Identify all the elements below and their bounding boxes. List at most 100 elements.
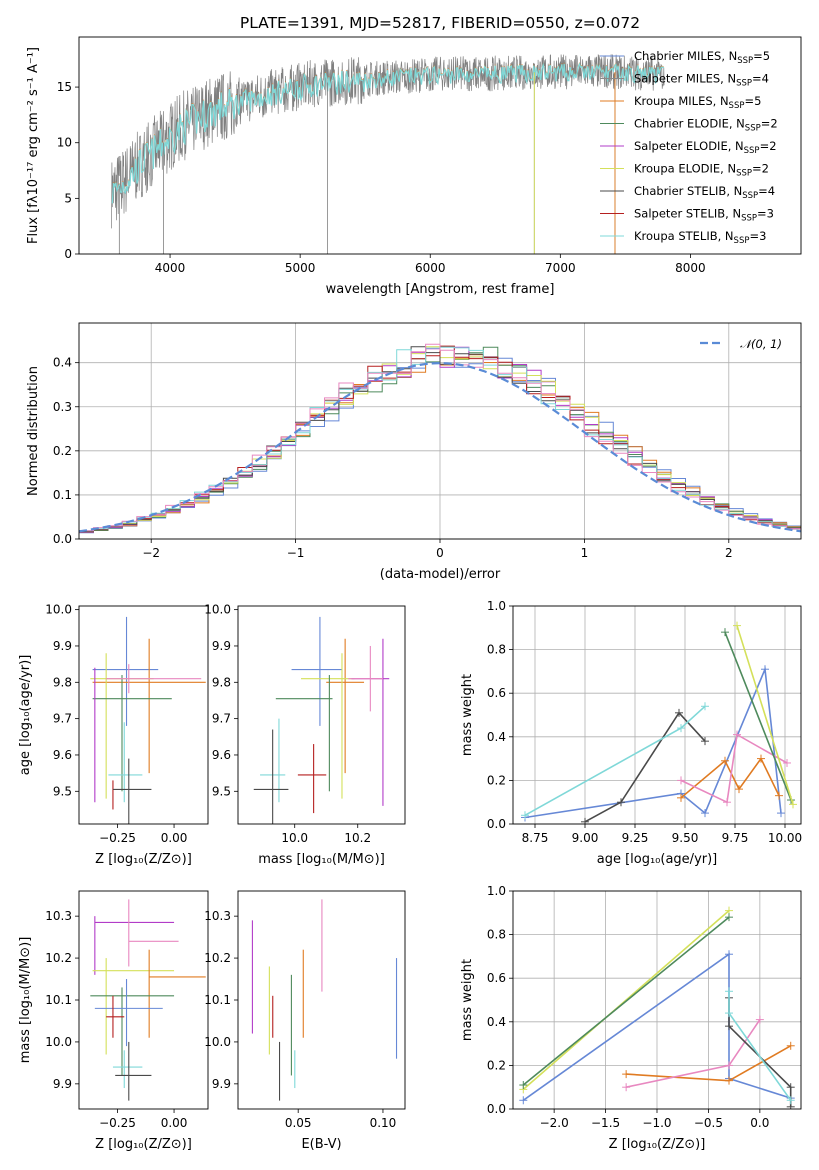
y-tick-label: 10.0: [204, 603, 231, 617]
panel-0: 4000 5000 6000 7000 8000 0 5 10 15 wavelength [An…: [26, 36, 802, 297]
legend-entry: Kroupa ELODIE, NSSP=2: [634, 162, 769, 179]
y-tick-label: 10.0: [45, 603, 72, 617]
x-tick-label: 4000: [155, 261, 186, 275]
histogram-step-salpeter-stelib: [79, 345, 801, 532]
x-tick-label: 10.0: [281, 831, 308, 845]
y-tick-label: 10.3: [204, 909, 231, 923]
y-tick-label: 0.2: [53, 444, 72, 458]
y-tick-label: 10: [57, 136, 72, 150]
x-tick-label: 5000: [285, 261, 316, 275]
axes-frame: [78, 36, 802, 255]
y-tick-label: 10.2: [45, 951, 72, 965]
y-tick-label: 9.7: [53, 712, 72, 726]
series-line: [524, 705, 706, 816]
y-axis-label: mass weight: [460, 674, 475, 756]
x-axis-label: wavelength [Angstrom, rest frame]: [326, 282, 555, 297]
x-tick-label: 0: [436, 546, 444, 560]
series-line: [584, 711, 706, 823]
y-tick-label: 0.8: [487, 928, 506, 942]
x-tick-label: 1: [581, 546, 589, 560]
plot-area: [521, 621, 797, 824]
y-tick-label: 0.1: [53, 488, 72, 502]
y-tick-label: 0.4: [487, 730, 506, 744]
x-tick-label: −1.0: [642, 1116, 671, 1130]
x-axis-label: (data-model)/error: [380, 567, 501, 582]
x-tick-label: −0.5: [694, 1116, 723, 1130]
axes-frame: [78, 890, 209, 1110]
y-tick-label: 1.0: [487, 884, 506, 898]
y-tick-label: 9.5: [212, 784, 231, 798]
figure-title: PLATE=1391, MJD=52817, FIBERID=0550, z=0…: [240, 14, 640, 32]
plot-area: [79, 343, 801, 534]
y-tick-label: 15: [57, 80, 72, 94]
y-axis-label: Normed distribution: [26, 366, 41, 496]
x-tick-label: 0.10: [370, 1116, 397, 1130]
y-tick-label: 9.9: [53, 1077, 72, 1091]
legend-entry: Salpeter ELODIE, NSSP=2: [634, 139, 777, 156]
plot-area: [90, 616, 206, 824]
x-axis-label: Z [log₁₀(Z/Z⊙)]: [609, 1137, 706, 1152]
x-tick-label: −2.0: [540, 1116, 569, 1130]
panel-6: 0.05 0.10 9.9 10.0 10.1 10.2 10.3 E(B-V): [204, 890, 406, 1152]
legend-entry: Salpeter STELIB, NSSP=3: [634, 207, 774, 224]
x-tick-label: 0.0: [750, 1116, 769, 1130]
legend-entry: Kroupa MILES, NSSP=5: [634, 94, 761, 111]
plot-area: [253, 616, 390, 824]
y-tick-label: 10.2: [204, 951, 231, 965]
histogram-step-chabrier-stelib: [79, 346, 801, 533]
y-tick-label: 9.9: [53, 639, 72, 653]
y-tick-label: 0.2: [487, 773, 506, 787]
y-axis-label: mass weight: [460, 959, 475, 1041]
series-line: [680, 733, 788, 804]
x-tick-label: 10.2: [344, 831, 371, 845]
axes-frame: [512, 605, 802, 825]
y-tick-label: 0.4: [53, 356, 72, 370]
legend-entry: Salpeter MILES, NSSP=4: [634, 72, 769, 89]
y-tick-label: 10.1: [204, 993, 231, 1007]
y-tick-label: 10.0: [204, 1035, 231, 1049]
y-tick-label: 0.3: [53, 400, 72, 414]
x-tick-label: 6000: [415, 261, 446, 275]
legend-entry: Chabrier STELIB, NSSP=4: [634, 184, 775, 201]
x-tick-label: 7000: [545, 261, 576, 275]
normal-curve-line: [79, 361, 801, 533]
x-axis-label: age [log₁₀(age/yr)]: [597, 852, 718, 867]
plot-area: [90, 899, 206, 1101]
y-axis-label: age [log₁₀(age/yr)]: [18, 655, 33, 776]
panel-3: 10.0 10.2 9.5 9.6 9.7 9.8 9.9 10.0 mass [log₁₀(M…: [204, 603, 406, 867]
legend-entry: 𝒩(0, 1): [740, 337, 782, 351]
y-tick-label: 1.0: [487, 599, 506, 613]
x-tick-label: 9.50: [672, 831, 699, 845]
x-tick-label: −0.25: [99, 831, 136, 845]
panel-4: 8.75 9.00 9.25 9.50 9.75 10.00 0.0 0.2 0.4 0.6 0.8…: [460, 599, 802, 867]
panel-1: −2 −1 0 1 2 0.0 0.1 0.2 0.3 0.4 (data-model)/error…: [26, 322, 802, 582]
y-tick-label: 0.6: [487, 971, 506, 985]
y-axis-label: Flux [fλ10⁻¹⁷ erg cm⁻² s⁻¹ A⁻¹]: [26, 47, 41, 244]
x-tick-label: 8.75: [522, 831, 549, 845]
y-tick-label: 9.5: [53, 784, 72, 798]
y-tick-label: 9.9: [212, 639, 231, 653]
x-axis-label: Z [log₁₀(Z/Z⊙)]: [95, 852, 192, 867]
x-tick-label: 9.00: [572, 831, 599, 845]
x-tick-label: −1.5: [591, 1116, 620, 1130]
y-tick-label: 9.9: [212, 1077, 231, 1091]
x-tick-label: −0.25: [99, 1116, 136, 1130]
x-axis-label: mass [log₁₀(M/M⊙)]: [258, 852, 385, 867]
y-tick-label: 10.1: [45, 993, 72, 1007]
plot-area: [251, 899, 398, 1101]
histogram-step-salpeter-stelib_hist: [79, 343, 801, 532]
x-tick-label: 8000: [675, 261, 706, 275]
axes-frame: [237, 605, 406, 825]
y-tick-label: 10.3: [45, 909, 72, 923]
legend-entry: Chabrier ELODIE, NSSP=2: [634, 117, 778, 134]
model-line-kroupa-stelib: [111, 62, 664, 204]
x-tick-label: −1: [287, 546, 305, 560]
series-line: [724, 631, 792, 801]
y-tick-label: 9.8: [212, 675, 231, 689]
y-tick-label: 0.0: [487, 1102, 506, 1116]
x-tick-label: 9.75: [722, 831, 749, 845]
y-tick-label: 9.8: [53, 675, 72, 689]
y-tick-label: 9.6: [212, 748, 231, 762]
y-tick-label: 0: [64, 247, 72, 261]
